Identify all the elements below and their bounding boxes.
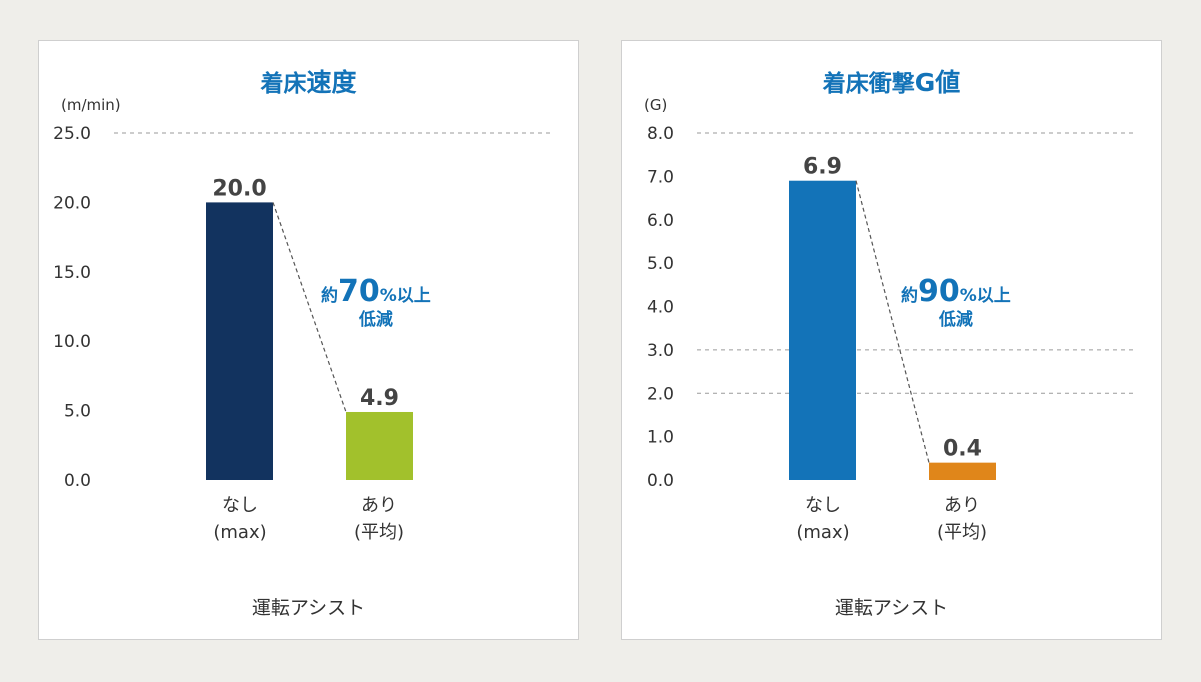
chart-svg: 0.0 1.0 2.0 3.0 4.0 5.0 6.0 7.0 8.0 6.9 なし (max) 0.4… [647, 124, 1134, 543]
y-tick-label: 15.0 [53, 263, 91, 283]
bar-value-label: 4.9 [360, 386, 399, 411]
chart-panel-landing-speed: 着床速度 (m/min) 0.0 5.0 10.0 15.0 20.0 25.0 20.0 な… [38, 40, 579, 640]
annotation-number: 90 [918, 274, 960, 309]
y-tick-label: 5.0 [647, 254, 674, 274]
y-axis-unit: (m/min) [61, 96, 121, 114]
y-tick-label: 5.0 [64, 402, 91, 422]
x-axis-title: 運転アシスト [834, 597, 949, 619]
category-label: なし [805, 495, 841, 516]
reduction-annotation: 約70%以上 低減 [321, 274, 431, 330]
category-sublabel: (max) [796, 522, 849, 543]
chart-title-part1: 着床衝撃 [822, 71, 915, 97]
annotation-line2: 低減 [938, 310, 973, 330]
x-axis-title: 運転アシスト [251, 597, 366, 619]
reduction-annotation: 約90%以上 低減 [901, 274, 1011, 330]
chart-title: 着床速度 [39, 63, 578, 99]
category-sublabel: (平均) [937, 522, 987, 543]
y-tick-label: 2.0 [647, 384, 674, 404]
y-tick-label: 20.0 [53, 193, 91, 213]
chart-title-part2: 速度 [306, 68, 357, 97]
y-axis-unit: (G) [644, 96, 668, 114]
category-label: なし [222, 495, 258, 516]
category-label: あり [361, 495, 397, 516]
bar [929, 462, 996, 480]
chart-title-part1: 着床 [260, 71, 307, 97]
annotation-suffix: %以上 [959, 286, 1011, 306]
bar [789, 180, 856, 480]
bar-value-label: 20.0 [212, 176, 266, 201]
category-label: あり [944, 495, 980, 516]
bar [206, 202, 273, 480]
bar-value-label: 6.9 [803, 155, 842, 180]
bar-value-label: 0.4 [943, 437, 982, 462]
category-sublabel: (max) [213, 522, 266, 543]
annotation-prefix: 約 [901, 286, 918, 306]
chart-title-part2: G値 [914, 68, 961, 97]
y-tick-label: 7.0 [647, 167, 674, 187]
chart-title: 着床衝撃G値 [622, 63, 1161, 99]
y-tick-label: 0.0 [64, 471, 91, 491]
y-tick-label: 1.0 [647, 428, 674, 448]
y-tick-label: 25.0 [53, 124, 91, 144]
y-tick-label: 4.0 [647, 298, 674, 318]
chart-svg: 0.0 5.0 10.0 15.0 20.0 25.0 20.0 なし (max) 4.9 あり (平… [53, 124, 551, 543]
y-tick-label: 3.0 [647, 341, 674, 361]
bar [346, 411, 413, 480]
annotation-suffix: %以上 [379, 286, 431, 306]
connector-line [272, 202, 347, 413]
y-tick-label: 10.0 [53, 332, 91, 352]
annotation-line2: 低減 [358, 310, 393, 330]
chart-panel-impact-g: 着床衝撃G値 (G) 0.0 1.0 2.0 3.0 4.0 5.0 6.0 7.0 8.0 6.… [621, 40, 1162, 640]
y-tick-label: 8.0 [647, 124, 674, 144]
y-tick-label: 6.0 [647, 211, 674, 231]
y-tick-label: 0.0 [647, 471, 674, 491]
annotation-number: 70 [338, 274, 380, 309]
category-sublabel: (平均) [354, 522, 404, 543]
annotation-prefix: 約 [321, 286, 338, 306]
